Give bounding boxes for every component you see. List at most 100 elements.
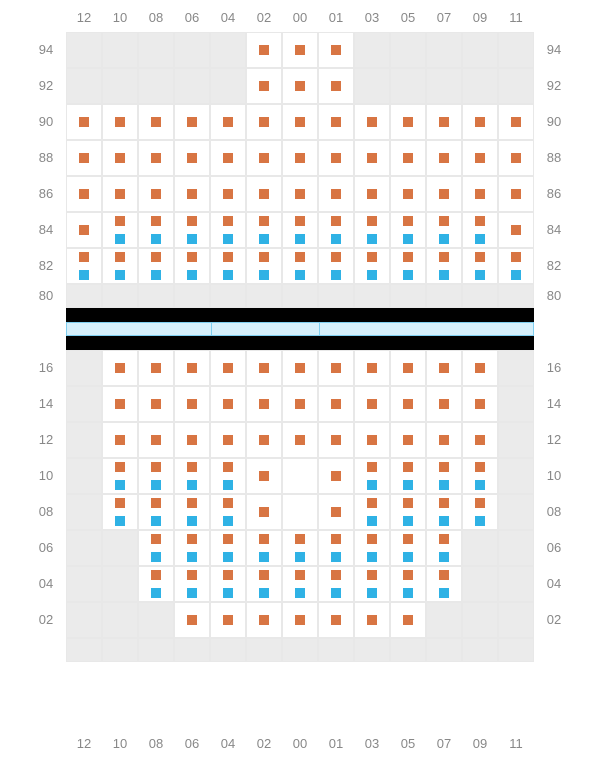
col-label-bottom: 07 [426, 736, 462, 751]
grid-cell [66, 386, 102, 422]
grid-cell [282, 458, 318, 494]
marker-blue [295, 234, 305, 244]
marker-orange [331, 507, 341, 517]
marker-blue [367, 480, 377, 490]
grid-cell [426, 68, 462, 104]
grid-cell [66, 494, 102, 530]
marker-orange [331, 189, 341, 199]
row-label-right: 90 [540, 114, 568, 129]
col-label-top: 00 [282, 10, 318, 25]
marker-orange [115, 462, 125, 472]
marker-blue [151, 516, 161, 526]
marker-orange [367, 399, 377, 409]
marker-orange [403, 363, 413, 373]
col-label-bottom: 01 [318, 736, 354, 751]
marker-blue [403, 588, 413, 598]
row-label-left: 86 [32, 186, 60, 201]
marker-orange [439, 216, 449, 226]
marker-orange [475, 216, 485, 226]
marker-orange [331, 216, 341, 226]
marker-orange [223, 216, 233, 226]
marker-blue [439, 516, 449, 526]
marker-orange [115, 435, 125, 445]
marker-blue [187, 270, 197, 280]
row-label-left: 94 [32, 42, 60, 57]
row-label-right: 10 [540, 468, 568, 483]
separator-black-top [66, 308, 534, 322]
marker-orange [259, 435, 269, 445]
marker-orange [439, 399, 449, 409]
marker-orange [511, 153, 521, 163]
rack-layout-diagram: 1210080604020001030507091112100806040200… [0, 0, 600, 760]
grid-cell [354, 68, 390, 104]
grid-cell [498, 32, 534, 68]
grid-cell [66, 530, 102, 566]
marker-orange [295, 570, 305, 580]
marker-orange [331, 471, 341, 481]
marker-orange [223, 363, 233, 373]
row-label-right: 04 [540, 576, 568, 591]
marker-orange [115, 189, 125, 199]
marker-blue [403, 270, 413, 280]
marker-orange [403, 570, 413, 580]
marker-orange [295, 252, 305, 262]
marker-blue [115, 480, 125, 490]
col-label-top: 05 [390, 10, 426, 25]
marker-orange [187, 498, 197, 508]
marker-orange [367, 498, 377, 508]
marker-orange [439, 498, 449, 508]
marker-orange [79, 189, 89, 199]
col-label-top: 10 [102, 10, 138, 25]
marker-blue [475, 234, 485, 244]
marker-orange [295, 45, 305, 55]
marker-orange [223, 615, 233, 625]
marker-orange [511, 117, 521, 127]
marker-orange [367, 534, 377, 544]
marker-orange [295, 435, 305, 445]
grid-cell [66, 350, 102, 386]
separator-blue-divider [319, 322, 320, 336]
grid-cell [426, 602, 462, 638]
grid-cell [210, 32, 246, 68]
grid-cell [174, 32, 210, 68]
grid-cell [138, 638, 174, 662]
marker-orange [259, 117, 269, 127]
marker-blue [259, 552, 269, 562]
marker-orange [115, 117, 125, 127]
marker-orange [367, 615, 377, 625]
marker-blue [511, 270, 521, 280]
marker-orange [331, 45, 341, 55]
grid-cell [246, 284, 282, 308]
marker-orange [511, 252, 521, 262]
grid-cell [102, 602, 138, 638]
row-label-left: 84 [32, 222, 60, 237]
marker-orange [475, 252, 485, 262]
marker-blue [223, 234, 233, 244]
row-label-right: 92 [540, 78, 568, 93]
row-label-right: 12 [540, 432, 568, 447]
marker-orange [259, 363, 269, 373]
row-label-right: 06 [540, 540, 568, 555]
col-label-bottom: 03 [354, 736, 390, 751]
marker-orange [331, 117, 341, 127]
col-label-top: 08 [138, 10, 174, 25]
col-label-bottom: 05 [390, 736, 426, 751]
col-label-bottom: 06 [174, 736, 210, 751]
grid-cell [138, 602, 174, 638]
marker-orange [439, 189, 449, 199]
grid-cell [66, 566, 102, 602]
marker-orange [223, 252, 233, 262]
col-label-bottom: 12 [66, 736, 102, 751]
marker-orange [187, 570, 197, 580]
marker-orange [295, 117, 305, 127]
marker-orange [439, 117, 449, 127]
marker-blue [331, 270, 341, 280]
marker-orange [331, 363, 341, 373]
grid-cell [66, 68, 102, 104]
marker-orange [331, 153, 341, 163]
marker-blue [439, 234, 449, 244]
marker-orange [151, 117, 161, 127]
marker-orange [79, 117, 89, 127]
marker-orange [187, 534, 197, 544]
marker-blue [223, 516, 233, 526]
